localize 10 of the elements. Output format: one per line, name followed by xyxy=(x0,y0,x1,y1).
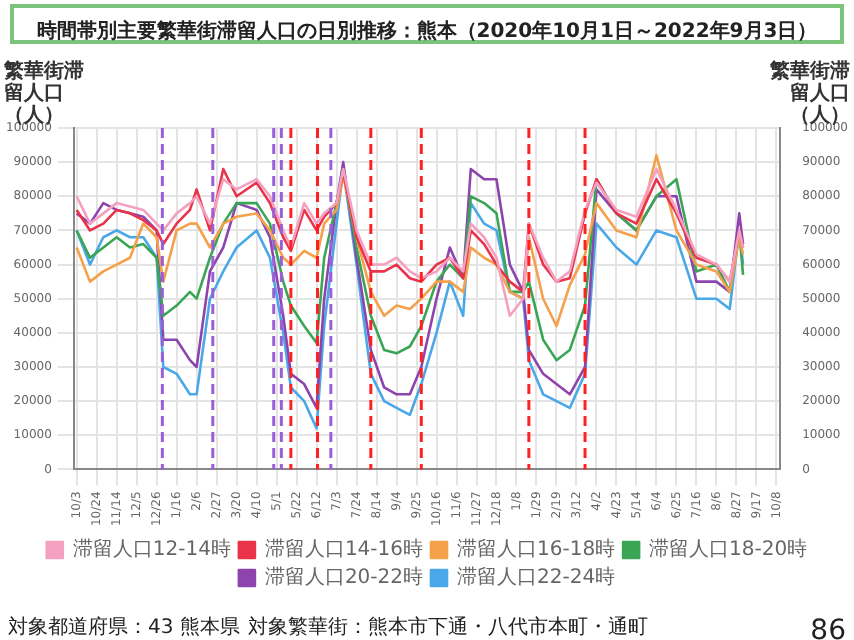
legend-label: 滞留人口14-16時 xyxy=(264,537,424,562)
text: 対象繁華街：熊本市下通・八代市本町・通町 xyxy=(248,615,648,640)
legend-label: 滞留人口16-18時 xyxy=(457,537,616,562)
legend-label: 滞留人口22-24時 xyxy=(457,565,616,590)
text: 86 xyxy=(810,615,847,640)
legend-label: 滞留人口12-14時 xyxy=(72,537,231,562)
legend-label: 滞留人口18-20時 xyxy=(649,537,808,562)
chart-title: 時間帯別主要繁華街滞留人口の日別推移：熊本（2020年10月1日～2022年9月3日） xyxy=(36,19,818,44)
legend-label: 滞留人口20-22時 xyxy=(264,565,424,590)
text: 対象都道府県：43 熊本県 xyxy=(8,615,240,640)
